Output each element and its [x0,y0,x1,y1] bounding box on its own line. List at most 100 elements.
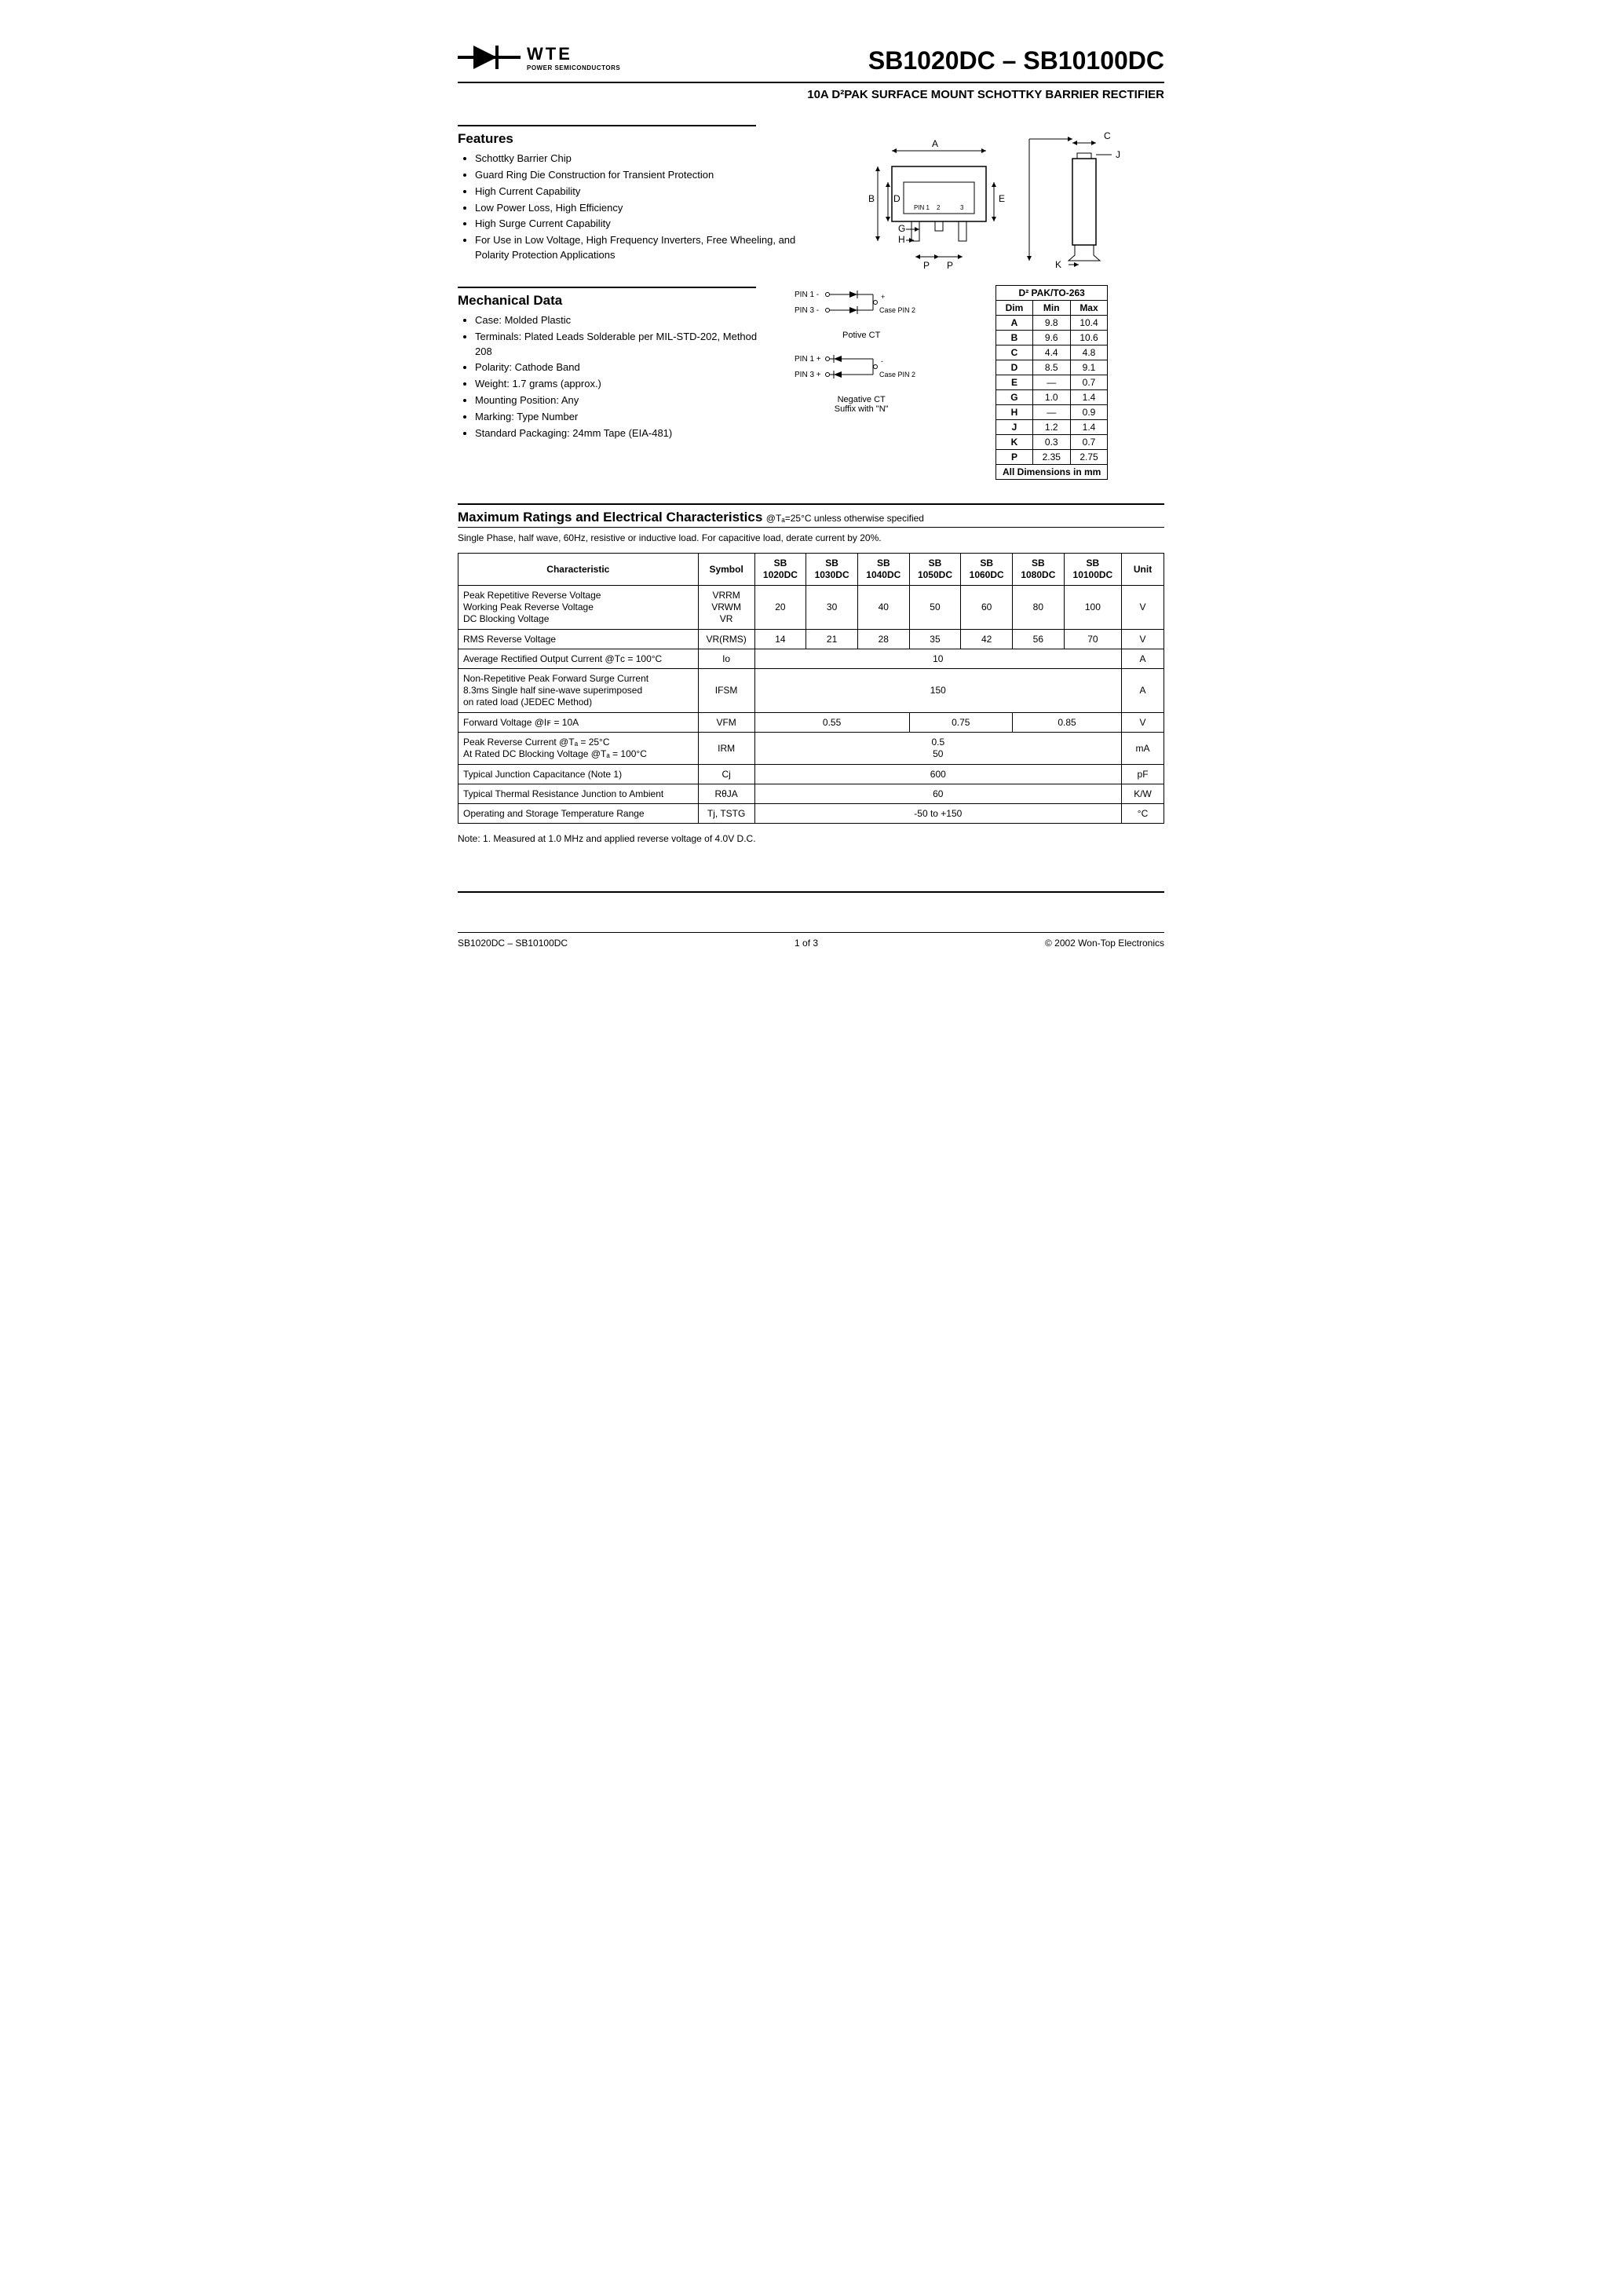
list-item: High Surge Current Capability [475,217,799,232]
svg-text:B: B [868,193,875,204]
negative-ct-suffix: Suffix with "N" [783,404,940,414]
list-item: Guard Ring Die Construction for Transien… [475,168,799,183]
features-heading: Features [458,131,756,147]
table-row: Peak Reverse Current @Tₐ = 25°CAt Rated … [458,732,1164,764]
negative-ct-diagram: PIN 1 + PIN 3 + - Case PIN 2 Negative CT… [783,349,940,414]
svg-text:D: D [893,193,901,204]
col-header: SB1030DC [806,553,858,585]
divider [458,503,1164,505]
table-row: E—0.7 [996,375,1108,389]
footer-right: © 2002 Won-Top Electronics [1045,938,1164,949]
list-item: Terminals: Plated Leads Solderable per M… [475,330,767,360]
ratings-subhead: Single Phase, half wave, 60Hz, resistive… [458,532,1164,543]
list-item: Schottky Barrier Chip [475,152,799,166]
positive-ct-diagram: PIN 1 - PIN 3 - + Case PIN 2 Potive CT [783,285,940,340]
svg-text:-: - [881,357,883,365]
dim-header: Dim [996,300,1033,315]
ratings-condition: @Tₐ=25°C unless otherwise specified [766,513,924,524]
svg-text:J: J [1116,149,1120,160]
mechanical-list: Case: Molded Plastic Terminals: Plated L… [475,313,767,441]
col-header: Unit [1122,553,1164,585]
logo-brand: WTE [527,44,572,64]
svg-text:E: E [999,193,1005,204]
svg-text:P: P [923,260,930,271]
table-row: K0.30.7 [996,434,1108,449]
table-row: B9.610.6 [996,330,1108,345]
footer-center: 1 of 3 [795,938,818,949]
col-header: SB10100DC [1064,553,1121,585]
page: WTE POWER SEMICONDUCTORS SB1020DC – SB10… [426,0,1196,988]
footer-block: SB1020DC – SB10100DC 1 of 3 © 2002 Won-T… [458,891,1164,949]
main-title: SB1020DC – SB10100DC [868,46,1164,75]
package-outline-diagram: PIN 1 2 3 A B D E G H [837,123,1151,272]
divider [458,82,1164,83]
table-row: Typical Junction Capacitance (Note 1) Cj… [458,764,1164,784]
features-list: Schottky Barrier Chip Guard Ring Die Con… [475,152,799,263]
col-header: SB1020DC [754,553,806,585]
footer-left: SB1020DC – SB10100DC [458,938,568,949]
svg-text:C: C [1104,130,1111,141]
svg-text:H: H [898,234,905,245]
table-row: C4.44.8 [996,345,1108,360]
svg-text:2: 2 [937,204,941,211]
positive-ct-label: Potive CT [783,331,940,340]
table-row: Peak Repetitive Reverse VoltageWorking P… [458,585,1164,629]
svg-text:G: G [898,223,905,234]
table-row: RMS Reverse Voltage VR(RMS) 14 21 28 35 … [458,629,1164,649]
dim-header: Max [1070,300,1108,315]
col-header: SB1080DC [1013,553,1065,585]
col-header: SB1040DC [857,553,909,585]
list-item: Standard Packaging: 24mm Tape (EIA-481) [475,426,767,441]
table-row: D8.59.1 [996,360,1108,375]
list-item: High Current Capability [475,185,799,199]
ratings-header: Maximum Ratings and Electrical Character… [458,503,1164,543]
list-item: Polarity: Cathode Band [475,360,767,375]
svg-text:P: P [947,260,953,271]
table-row: Average Rectified Output Current @Tᴄ = 1… [458,649,1164,668]
table-row: Typical Thermal Resistance Junction to A… [458,784,1164,803]
svg-text:PIN 3 +: PIN 3 + [795,371,821,379]
dim-table-footer: All Dimensions in mm [996,464,1108,479]
list-item: Low Power Loss, High Efficiency [475,201,799,216]
dim-header: Min [1032,300,1070,315]
divider [458,287,756,288]
mechanical-heading: Mechanical Data [458,293,756,309]
char-cell: Peak Repetitive Reverse VoltageWorking P… [463,590,693,625]
dim-table-title: D² PAK/TO-263 [996,285,1108,300]
list-item: For Use in Low Voltage, High Frequency I… [475,233,799,263]
logo-tagline: POWER SEMICONDUCTORS [527,64,620,71]
table-row: H—0.9 [996,404,1108,419]
upper-section: Features Schottky Barrier Chip Guard Rin… [458,123,1164,277]
svg-text:PIN 3 -: PIN 3 - [795,306,819,315]
list-item: Marking: Type Number [475,410,767,425]
col-header: Characteristic [458,553,699,585]
table-row: P2.352.75 [996,449,1108,464]
svg-text:K: K [1055,259,1061,270]
svg-text:3: 3 [960,204,964,211]
table-row: Operating and Storage Temperature Range … [458,803,1164,823]
col-header: SB1050DC [909,553,961,585]
svg-text:+: + [881,293,885,301]
dimensions-table: D² PAK/TO-263 Dim Min Max A9.810.4 B9.61… [995,285,1108,480]
table-row: J1.21.4 [996,419,1108,434]
col-header: Symbol [698,553,754,585]
svg-text:A: A [931,138,937,149]
table-row: Forward Voltage @Iꜰ = 10A VFM 0.55 0.75 … [458,712,1164,732]
negative-ct-label: Negative CT [783,395,940,404]
characteristics-table: Characteristic Symbol SB1020DC SB1030DC … [458,553,1164,824]
ratings-heading: Maximum Ratings and Electrical Character… [458,510,762,525]
logo: WTE POWER SEMICONDUCTORS [458,39,620,75]
svg-text:Case PIN 2: Case PIN 2 [879,371,915,378]
table-row: A9.810.4 [996,315,1108,330]
table-row: G1.01.4 [996,389,1108,404]
diode-logo-icon [458,39,521,75]
svg-text:PIN 1 +: PIN 1 + [795,355,821,364]
svg-text:Case PIN 2: Case PIN 2 [879,306,915,314]
footnote: Note: 1. Measured at 1.0 MHz and applied… [458,833,1164,844]
svg-text:PIN 1: PIN 1 [914,204,930,211]
list-item: Case: Molded Plastic [475,313,767,328]
list-item: Mounting Position: Any [475,393,767,408]
svg-text:PIN 1 -: PIN 1 - [795,291,819,299]
symbol-cell: VRRMVRWMVR [703,590,750,625]
list-item: Weight: 1.7 grams (approx.) [475,377,767,392]
